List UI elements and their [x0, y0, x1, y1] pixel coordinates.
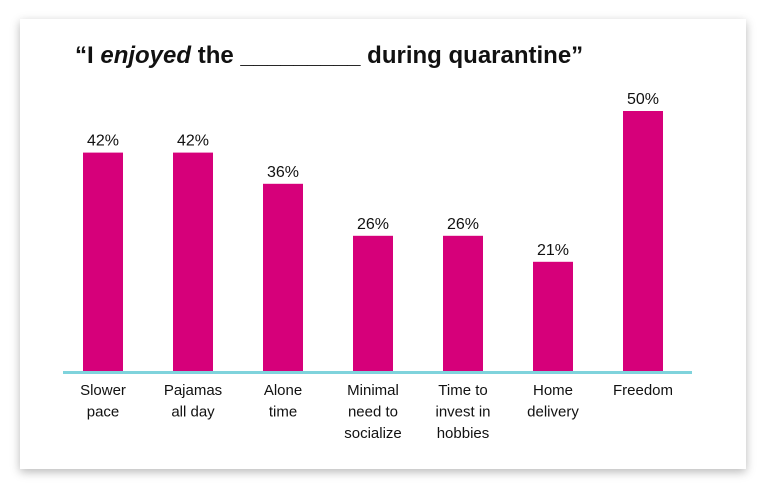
value-labels-group: 42% 42% 36% 26% 26% 21% 50%: [87, 91, 659, 259]
category-label: Home delivery: [527, 382, 579, 421]
bar: [623, 111, 663, 371]
data-label: 42%: [87, 133, 119, 150]
category-label: Slower pace: [80, 382, 126, 421]
bar: [353, 235, 393, 371]
category-label-line: delivery: [527, 404, 579, 421]
bar: [263, 183, 303, 371]
category-label: Alone time: [264, 382, 302, 421]
category-label-line: Alone: [264, 382, 302, 399]
category-label-line: hobbies: [437, 425, 490, 442]
title-prefix: “I: [75, 42, 101, 69]
category-label-line: Slower: [80, 382, 126, 399]
data-label: 21%: [537, 242, 569, 259]
category-label: Freedom: [613, 382, 673, 399]
category-label: Time to invest in hobbies: [435, 382, 490, 442]
bars-group: [83, 111, 663, 371]
category-label: Pajamas all day: [164, 382, 222, 421]
data-label: 26%: [357, 216, 389, 233]
category-label-line: all day: [171, 404, 215, 421]
data-label: 26%: [447, 216, 479, 233]
data-label: 36%: [267, 164, 299, 181]
title-emphasis: enjoyed: [100, 42, 192, 69]
category-label-line: pace: [87, 404, 120, 421]
category-label-line: Pajamas: [164, 382, 222, 399]
data-label: 42%: [177, 133, 209, 150]
category-label-line: invest in: [435, 404, 490, 421]
bar: [533, 261, 573, 371]
bar: [83, 152, 123, 371]
category-label-line: Time to: [438, 382, 487, 399]
chart-title: “I enjoyed the _________ during quaranti…: [75, 42, 583, 70]
category-label-line: need to: [348, 404, 398, 421]
data-label: 50%: [627, 91, 659, 108]
category-label-line: time: [269, 404, 297, 421]
category-label: Minimal need to socialize: [344, 382, 402, 442]
title-suffix: the _________ during quarantine”: [191, 42, 584, 69]
category-label-line: Minimal: [347, 382, 399, 399]
category-labels-group: Slower pace Pajamas all day Alone time Minimal…: [80, 382, 673, 442]
bar: [443, 235, 483, 371]
category-label-line: Freedom: [613, 382, 673, 399]
bar: [173, 152, 213, 371]
category-label-line: Home: [533, 382, 573, 399]
category-label-line: socialize: [344, 425, 402, 442]
